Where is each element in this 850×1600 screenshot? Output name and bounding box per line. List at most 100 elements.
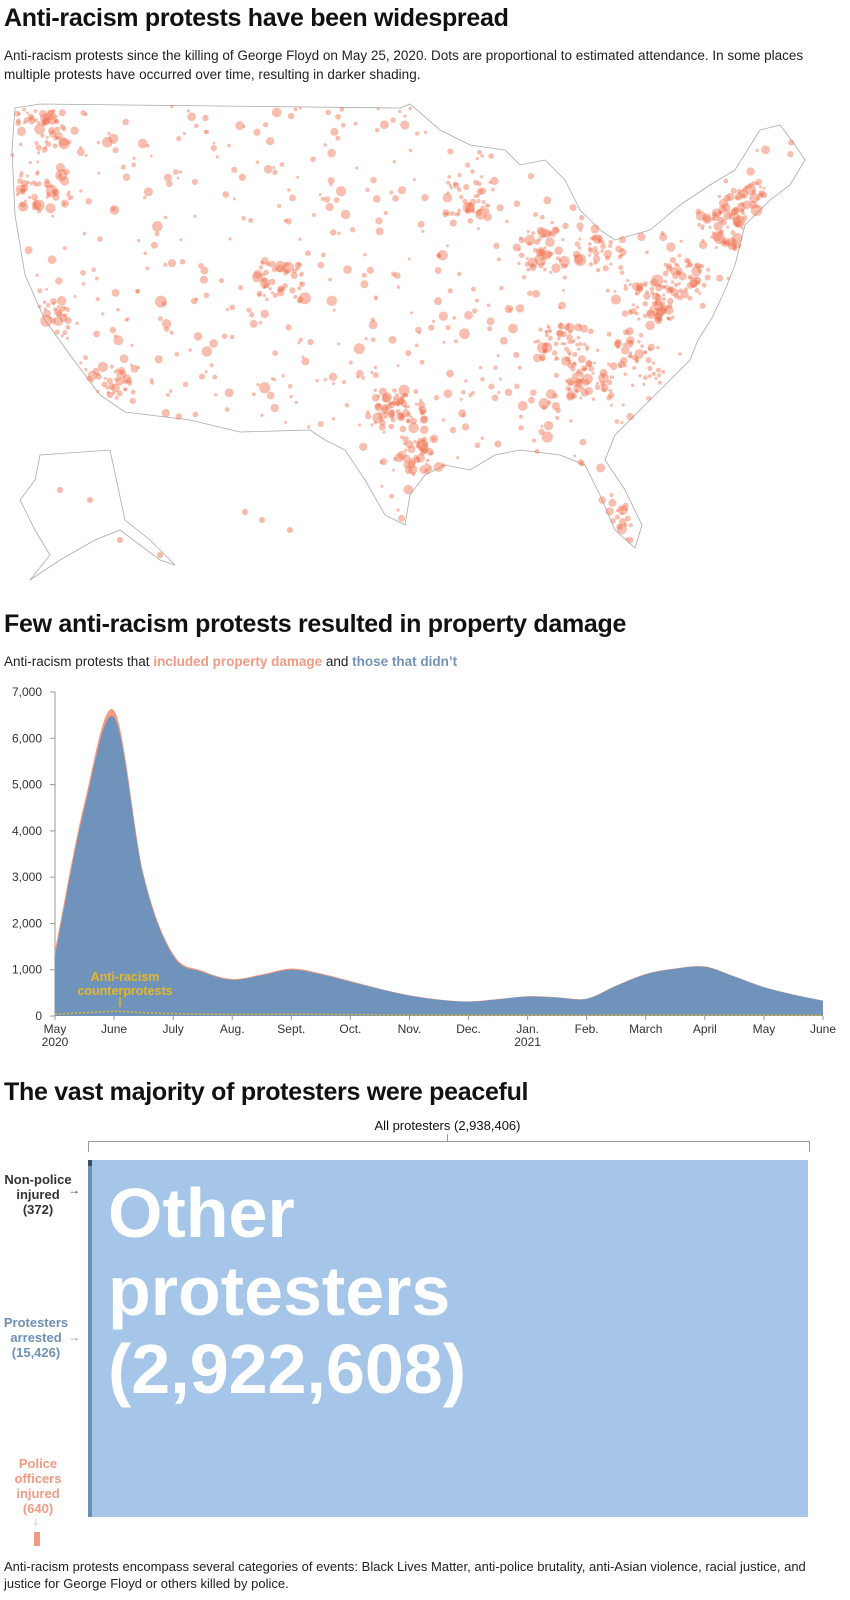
protest-dot	[46, 192, 52, 197]
protest-dot	[691, 285, 695, 289]
protest-dot	[378, 412, 382, 416]
protest-dot	[396, 396, 405, 404]
protest-dot	[419, 406, 427, 414]
protest-dot	[728, 213, 736, 221]
protest-dot	[635, 305, 639, 309]
protest-dot	[606, 331, 612, 337]
protest-dot	[242, 125, 246, 129]
protest-dot	[543, 196, 552, 205]
protest-dot	[63, 168, 70, 176]
protest-dot	[642, 375, 648, 381]
protest-dot	[684, 257, 690, 264]
protest-dot	[65, 336, 69, 340]
alaska-outline	[19, 449, 176, 581]
protest-dot	[706, 267, 711, 272]
x-tick-label: Dec.	[456, 1022, 481, 1036]
protest-dot	[541, 431, 553, 443]
protest-dot	[445, 324, 451, 331]
protest-dot	[496, 204, 504, 212]
protest-dot	[418, 406, 423, 411]
protest-dot	[44, 139, 48, 143]
protest-dot	[721, 203, 731, 212]
label-line: Protesters	[3, 1315, 69, 1330]
protest-dot	[456, 271, 462, 277]
protest-dot	[21, 189, 25, 193]
protest-dot	[420, 415, 428, 423]
protest-dot	[126, 380, 133, 386]
protest-dot	[52, 193, 60, 201]
protest-dot	[688, 274, 693, 280]
protest-dot	[667, 303, 673, 309]
protest-dot	[70, 126, 79, 135]
protest-dot	[423, 130, 428, 135]
protest-dot	[578, 324, 582, 328]
protest-dot	[536, 226, 545, 235]
protest-dot	[686, 282, 694, 289]
protest-dot	[390, 417, 396, 423]
protest-dot	[66, 192, 71, 197]
protest-dot	[408, 464, 418, 475]
protest-dot	[533, 211, 539, 217]
protest-dot	[310, 156, 316, 163]
protest-dot	[588, 248, 594, 254]
protest-dot	[504, 388, 513, 397]
protest-dot	[476, 188, 484, 196]
protest-dot	[656, 373, 662, 378]
protest-dot	[272, 292, 278, 298]
protest-dot	[542, 349, 548, 355]
y-tick-label: 6,000	[12, 731, 42, 745]
protest-dot	[622, 329, 630, 336]
protest-dot	[113, 334, 118, 338]
protest-dot	[544, 329, 549, 333]
protest-dot	[356, 369, 364, 378]
protest-dot	[421, 194, 429, 202]
protest-dot	[708, 225, 712, 229]
protest-dot	[281, 373, 285, 378]
protest-dot	[533, 353, 542, 363]
protest-dot	[293, 294, 298, 300]
protest-dot	[457, 212, 461, 216]
protest-dot	[579, 324, 589, 333]
protest-dot	[526, 229, 530, 234]
protest-dot	[318, 192, 322, 197]
protest-dot	[539, 214, 545, 220]
protest-dot	[45, 203, 56, 214]
protest-dot	[452, 181, 458, 187]
protest-dot	[161, 319, 172, 329]
other-protesters-label: Other protesters (2,922,608)	[108, 1174, 466, 1408]
protest-dot	[389, 413, 395, 419]
protest-dot	[103, 376, 107, 380]
protest-dot	[282, 261, 295, 274]
label-line: injured	[16, 1187, 60, 1202]
legend-damage: included property damage	[153, 654, 323, 669]
protest-dot	[575, 378, 583, 385]
protest-dot	[398, 384, 410, 396]
protest-dot	[564, 264, 569, 268]
protest-dot	[564, 346, 570, 352]
protest-dot	[657, 380, 663, 385]
protest-dot	[122, 173, 131, 181]
protest-dot	[498, 377, 503, 381]
protest-dot	[480, 436, 485, 440]
y-tick-label: 3,000	[12, 870, 42, 884]
protest-dot	[580, 377, 585, 382]
protest-dot	[16, 118, 21, 123]
protest-dot	[595, 381, 599, 385]
protest-dot	[340, 122, 346, 128]
protest-dot	[647, 365, 653, 371]
protest-dot	[265, 137, 275, 146]
protest-dot	[642, 301, 648, 307]
protest-dot	[35, 170, 40, 174]
protest-dot	[437, 250, 448, 261]
protest-dot	[431, 436, 436, 442]
protest-dot	[722, 240, 727, 246]
protest-dot	[287, 527, 293, 533]
protest-dot	[751, 189, 756, 195]
protest-dot	[571, 393, 577, 399]
protest-dot	[175, 413, 183, 420]
x-tick-label: 2020	[42, 1035, 69, 1049]
protest-dot	[732, 242, 738, 248]
protest-dot	[370, 371, 374, 375]
protest-dot	[61, 126, 67, 132]
protest-dot	[755, 148, 759, 153]
